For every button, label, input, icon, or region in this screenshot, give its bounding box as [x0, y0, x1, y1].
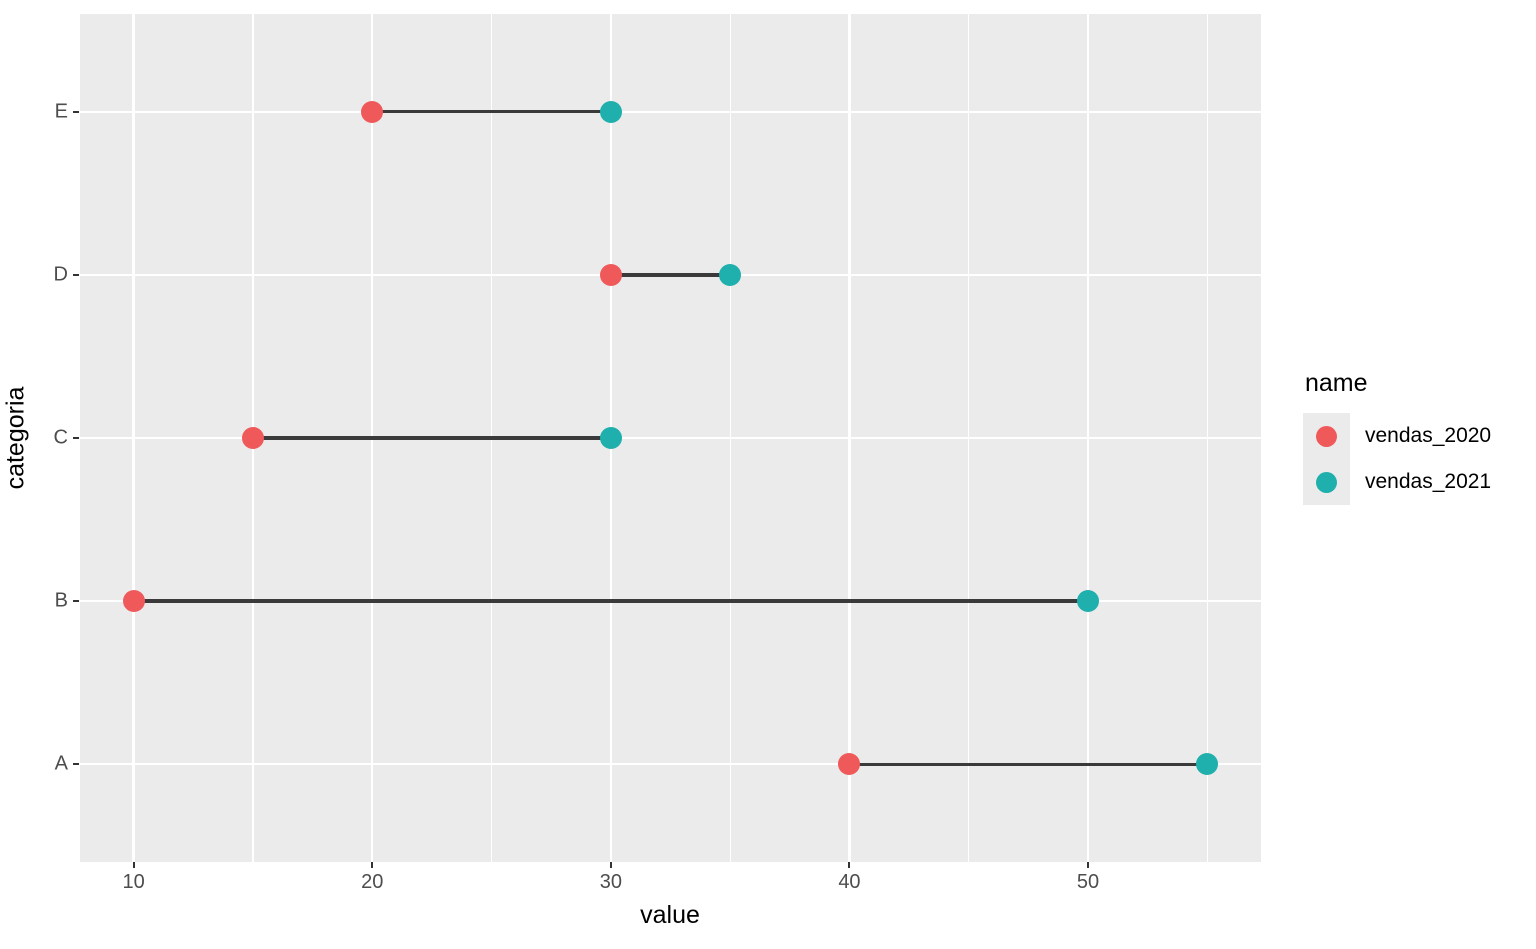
x-axis-title: value [640, 901, 700, 929]
x-tick-label: 40 [838, 871, 861, 893]
y-gridline [80, 110, 1261, 114]
legend-key-vendas-2021 [1303, 459, 1350, 505]
point-vendas_2020-C [241, 427, 264, 449]
point-vendas_2021-D [719, 263, 742, 286]
y-axis-tick [73, 273, 79, 276]
x-tick-label: 20 [361, 871, 384, 893]
legend: name vendas_2020 vendas_2021 [1303, 369, 1533, 505]
dumbbell-connector [252, 436, 611, 440]
dumbbell-connector [133, 599, 1088, 603]
x-axis-tick [1087, 862, 1090, 868]
legend-title: name [1305, 369, 1368, 397]
point-vendas_2020-E [361, 100, 384, 123]
point-vendas_2020-A [838, 753, 861, 776]
point-vendas_2021-E [599, 100, 622, 123]
legend-label-vendas-2020: vendas_2020 [1365, 424, 1492, 447]
dumbbell-connector [372, 110, 611, 114]
legend-dot-vendas-2020-icon [1316, 425, 1337, 447]
legend-dot-vendas-2021-icon [1316, 471, 1337, 493]
y-tick-label: A [54, 752, 68, 775]
x-axis-tick [371, 862, 374, 868]
point-vendas_2020-B [122, 590, 145, 613]
y-gridline [80, 762, 1261, 766]
y-gridline [80, 436, 1261, 440]
y-tick-label: B [54, 589, 68, 612]
legend-item-vendas-2020: vendas_2020 [1303, 413, 1533, 459]
y-tick-label: D [53, 263, 68, 286]
legend-key-vendas-2020 [1303, 413, 1350, 459]
x-axis-tick [609, 862, 612, 868]
x-tick-label: 50 [1076, 871, 1100, 893]
x-axis-tick [132, 862, 135, 868]
x-axis-tick [848, 862, 851, 868]
y-axis-tick [73, 600, 79, 603]
y-axis-tick [73, 437, 79, 439]
point-vendas_2021-A [1196, 753, 1219, 776]
x-tick-label: 30 [599, 871, 622, 893]
legend-item-vendas-2021: vendas_2021 [1303, 459, 1533, 505]
x-tick-label: 10 [122, 871, 145, 893]
y-axis-tick [73, 110, 79, 113]
dumbbell-connector [849, 762, 1208, 766]
y-tick-label: E [54, 100, 68, 123]
y-axis-title: categoria [1, 386, 30, 490]
point-vendas_2020-D [599, 263, 622, 286]
y-tick-label: C [53, 426, 68, 449]
dumbbell-connector [610, 273, 731, 277]
legend-label-vendas-2021: vendas_2021 [1365, 470, 1492, 493]
point-vendas_2021-C [599, 427, 622, 449]
point-vendas_2021-B [1077, 590, 1100, 613]
y-axis-tick [73, 763, 79, 766]
